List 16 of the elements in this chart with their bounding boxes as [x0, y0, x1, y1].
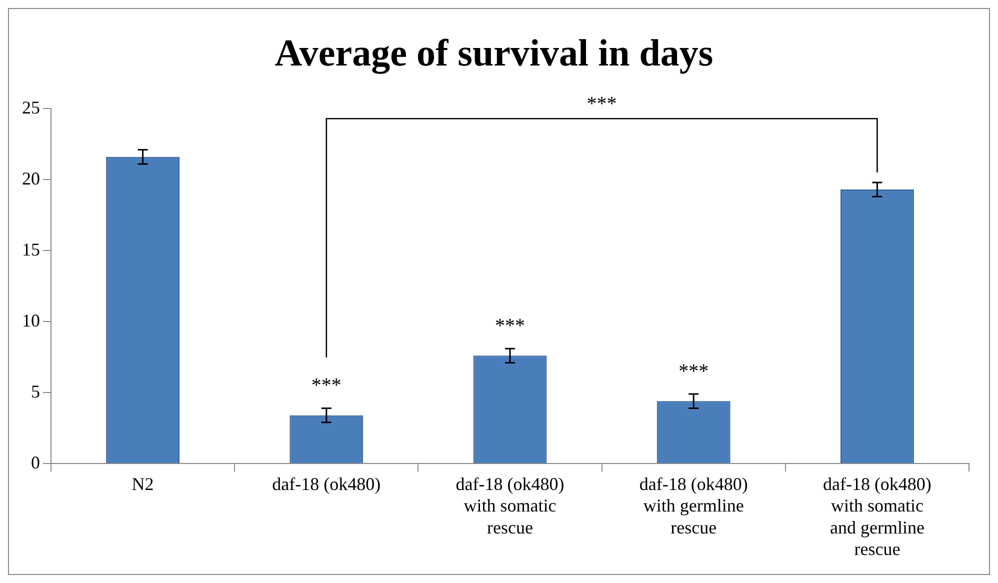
y-tick-label: 25	[22, 97, 40, 118]
annotation: ***	[311, 374, 342, 396]
y-tick-label: 20	[22, 168, 40, 188]
annotation: ***	[678, 360, 709, 382]
x-tick-label: daf-18 (ok480) with germline rescue	[639, 474, 748, 538]
x-tick-label: N2	[132, 474, 154, 494]
y-tick-label: 0	[31, 452, 40, 472]
y-tick-label: 10	[22, 310, 40, 330]
y-tick-label: 15	[22, 239, 40, 260]
y-tick-label: 5	[31, 381, 40, 402]
annotation: ***	[586, 92, 617, 115]
chart-title: Average of survival in days	[274, 32, 714, 75]
x-tick-label: daf-18 (ok480)	[272, 474, 381, 494]
x-tick-label: daf-18 (ok480) with somatic rescue	[456, 474, 564, 538]
annotation: ***	[495, 314, 525, 337]
x-tick-label: daf-18 (ok480) with somatic and germline rescue	[822, 474, 932, 559]
